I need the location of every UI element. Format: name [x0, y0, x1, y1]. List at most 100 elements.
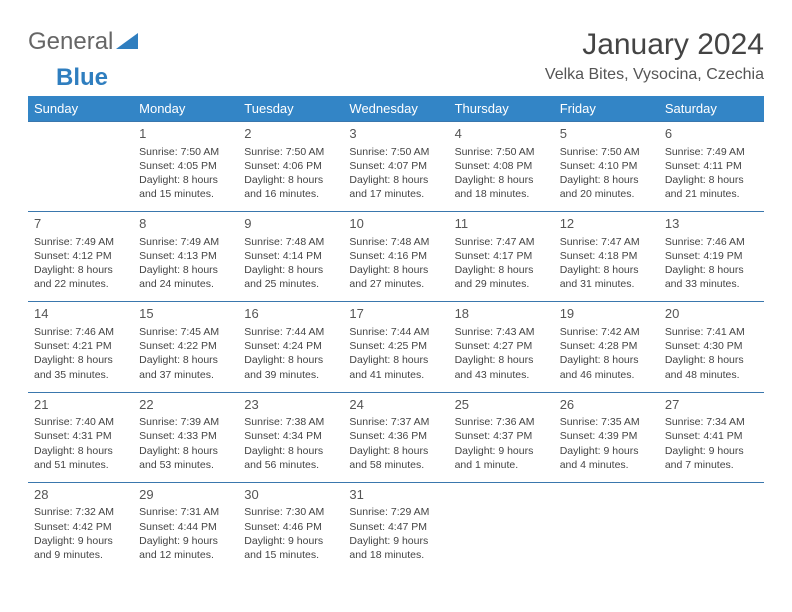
- day-number: 24: [349, 396, 442, 414]
- daylight-text: and 4 minutes.: [560, 458, 653, 472]
- day-header: Friday: [554, 96, 659, 122]
- week-row: 7Sunrise: 7:49 AMSunset: 4:12 PMDaylight…: [28, 212, 764, 302]
- daylight-text: Daylight: 8 hours: [349, 173, 442, 187]
- sunset-text: Sunset: 4:12 PM: [34, 249, 127, 263]
- day-number: 6: [665, 125, 758, 143]
- sunset-text: Sunset: 4:07 PM: [349, 159, 442, 173]
- calendar-table: SundayMondayTuesdayWednesdayThursdayFrid…: [28, 96, 764, 572]
- daylight-text: Daylight: 8 hours: [244, 353, 337, 367]
- daylight-text: Daylight: 8 hours: [665, 263, 758, 277]
- daylight-text: Daylight: 8 hours: [244, 173, 337, 187]
- sunset-text: Sunset: 4:21 PM: [34, 339, 127, 353]
- sunrise-text: Sunrise: 7:41 AM: [665, 325, 758, 339]
- sunrise-text: Sunrise: 7:46 AM: [34, 325, 127, 339]
- sunset-text: Sunset: 4:33 PM: [139, 429, 232, 443]
- day-cell: 31Sunrise: 7:29 AMSunset: 4:47 PMDayligh…: [343, 482, 448, 572]
- sunrise-text: Sunrise: 7:37 AM: [349, 415, 442, 429]
- sunrise-text: Sunrise: 7:34 AM: [665, 415, 758, 429]
- day-cell: 11Sunrise: 7:47 AMSunset: 4:17 PMDayligh…: [449, 212, 554, 302]
- day-number: 1: [139, 125, 232, 143]
- sunset-text: Sunset: 4:25 PM: [349, 339, 442, 353]
- day-number: 26: [560, 396, 653, 414]
- day-header: Thursday: [449, 96, 554, 122]
- day-cell: 20Sunrise: 7:41 AMSunset: 4:30 PMDayligh…: [659, 302, 764, 392]
- daylight-text: and 27 minutes.: [349, 277, 442, 291]
- day-number: 31: [349, 486, 442, 504]
- sunrise-text: Sunrise: 7:36 AM: [455, 415, 548, 429]
- page-title: January 2024: [545, 28, 764, 62]
- sunrise-text: Sunrise: 7:35 AM: [560, 415, 653, 429]
- sunrise-text: Sunrise: 7:47 AM: [455, 235, 548, 249]
- daylight-text: and 9 minutes.: [34, 548, 127, 562]
- sunset-text: Sunset: 4:08 PM: [455, 159, 548, 173]
- daylight-text: Daylight: 9 hours: [349, 534, 442, 548]
- sunset-text: Sunset: 4:30 PM: [665, 339, 758, 353]
- day-cell: 7Sunrise: 7:49 AMSunset: 4:12 PMDaylight…: [28, 212, 133, 302]
- sunrise-text: Sunrise: 7:29 AM: [349, 505, 442, 519]
- daylight-text: and 20 minutes.: [560, 187, 653, 201]
- daylight-text: and 51 minutes.: [34, 458, 127, 472]
- logo-text-2: Blue: [56, 64, 108, 91]
- day-number: 25: [455, 396, 548, 414]
- day-cell: 19Sunrise: 7:42 AMSunset: 4:28 PMDayligh…: [554, 302, 659, 392]
- sunrise-text: Sunrise: 7:50 AM: [349, 145, 442, 159]
- daylight-text: and 46 minutes.: [560, 368, 653, 382]
- logo-line2: Blue: [28, 64, 764, 92]
- sunset-text: Sunset: 4:31 PM: [34, 429, 127, 443]
- day-number: 5: [560, 125, 653, 143]
- day-number: 12: [560, 215, 653, 233]
- sunset-text: Sunset: 4:44 PM: [139, 520, 232, 534]
- day-cell: 22Sunrise: 7:39 AMSunset: 4:33 PMDayligh…: [133, 392, 238, 482]
- day-cell: 2Sunrise: 7:50 AMSunset: 4:06 PMDaylight…: [238, 122, 343, 212]
- day-cell: [659, 482, 764, 572]
- daylight-text: Daylight: 9 hours: [665, 444, 758, 458]
- sunset-text: Sunset: 4:18 PM: [560, 249, 653, 263]
- day-cell: 3Sunrise: 7:50 AMSunset: 4:07 PMDaylight…: [343, 122, 448, 212]
- daylight-text: and 18 minutes.: [455, 187, 548, 201]
- day-number: 8: [139, 215, 232, 233]
- daylight-text: Daylight: 8 hours: [244, 263, 337, 277]
- day-cell: 10Sunrise: 7:48 AMSunset: 4:16 PMDayligh…: [343, 212, 448, 302]
- daylight-text: Daylight: 8 hours: [139, 173, 232, 187]
- sunset-text: Sunset: 4:14 PM: [244, 249, 337, 263]
- sunset-text: Sunset: 4:27 PM: [455, 339, 548, 353]
- day-cell: 23Sunrise: 7:38 AMSunset: 4:34 PMDayligh…: [238, 392, 343, 482]
- daylight-text: and 7 minutes.: [665, 458, 758, 472]
- day-header: Monday: [133, 96, 238, 122]
- daylight-text: Daylight: 8 hours: [34, 353, 127, 367]
- sunset-text: Sunset: 4:36 PM: [349, 429, 442, 443]
- sunset-text: Sunset: 4:22 PM: [139, 339, 232, 353]
- sunset-text: Sunset: 4:41 PM: [665, 429, 758, 443]
- sunrise-text: Sunrise: 7:47 AM: [560, 235, 653, 249]
- daylight-text: and 22 minutes.: [34, 277, 127, 291]
- sunrise-text: Sunrise: 7:48 AM: [349, 235, 442, 249]
- day-number: 4: [455, 125, 548, 143]
- daylight-text: and 12 minutes.: [139, 548, 232, 562]
- week-row: 28Sunrise: 7:32 AMSunset: 4:42 PMDayligh…: [28, 482, 764, 572]
- day-number: 23: [244, 396, 337, 414]
- daylight-text: and 33 minutes.: [665, 277, 758, 291]
- daylight-text: Daylight: 8 hours: [34, 263, 127, 277]
- day-number: 14: [34, 305, 127, 323]
- sunset-text: Sunset: 4:11 PM: [665, 159, 758, 173]
- sunset-text: Sunset: 4:19 PM: [665, 249, 758, 263]
- day-number: 7: [34, 215, 127, 233]
- daylight-text: and 43 minutes.: [455, 368, 548, 382]
- day-number: 9: [244, 215, 337, 233]
- daylight-text: and 41 minutes.: [349, 368, 442, 382]
- daylight-text: Daylight: 8 hours: [34, 444, 127, 458]
- daylight-text: and 37 minutes.: [139, 368, 232, 382]
- daylight-text: and 48 minutes.: [665, 368, 758, 382]
- daylight-text: Daylight: 8 hours: [139, 263, 232, 277]
- day-number: 27: [665, 396, 758, 414]
- sunrise-text: Sunrise: 7:39 AM: [139, 415, 232, 429]
- calendar-body: 1Sunrise: 7:50 AMSunset: 4:05 PMDaylight…: [28, 122, 764, 573]
- week-row: 21Sunrise: 7:40 AMSunset: 4:31 PMDayligh…: [28, 392, 764, 482]
- logo: General: [28, 28, 140, 56]
- daylight-text: Daylight: 8 hours: [665, 353, 758, 367]
- daylight-text: Daylight: 8 hours: [665, 173, 758, 187]
- daylight-text: and 16 minutes.: [244, 187, 337, 201]
- daylight-text: and 31 minutes.: [560, 277, 653, 291]
- daylight-text: Daylight: 8 hours: [560, 353, 653, 367]
- sunset-text: Sunset: 4:46 PM: [244, 520, 337, 534]
